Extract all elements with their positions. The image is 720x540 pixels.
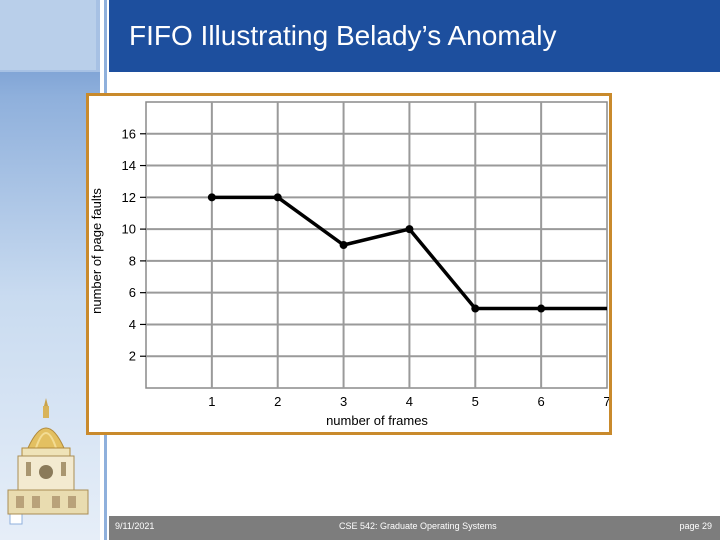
slide-footer: 9/11/2021 CSE 542: Graduate Operating Sy…: [109, 516, 720, 540]
data-point: [537, 304, 546, 313]
x-tick-label: 4: [406, 394, 413, 409]
data-point: [207, 193, 216, 202]
footer-date: 9/11/2021: [115, 521, 155, 531]
footer-page-number: page 29: [679, 521, 712, 531]
x-tick-label: 1: [208, 394, 215, 409]
sidebar-top-block: [0, 0, 100, 72]
y-tick-label: 16: [122, 126, 136, 141]
x-tick-label: 5: [472, 394, 479, 409]
y-tick-label: 10: [122, 222, 136, 237]
y-tick-label: 4: [129, 317, 136, 332]
y-tick-label: 12: [122, 190, 136, 205]
header-underline: [109, 72, 720, 74]
golden-dome-icon: [7, 398, 89, 525]
slide-title: FIFO Illustrating Belady’s Anomaly: [129, 20, 557, 51]
y-tick-label: 2: [129, 349, 136, 364]
y-axis-label: number of page faults: [89, 188, 104, 314]
y-tick-label: 6: [129, 285, 136, 300]
x-tick-label: 6: [538, 394, 545, 409]
data-point: [273, 193, 282, 202]
sidebar-top-inner: [0, 0, 96, 70]
x-tick-label: 3: [340, 394, 347, 409]
data-point: [405, 225, 414, 234]
x-axis-label: number of frames: [326, 413, 428, 428]
slide-header: FIFO Illustrating Belady’s Anomaly: [109, 0, 720, 72]
chart-frame: 2 4 6 8 10 12 14 16 1 2 3 4 5 6 7 number of frames numbe…: [86, 93, 612, 435]
y-tick-label: 14: [122, 158, 136, 173]
x-tick-label: 2: [274, 394, 281, 409]
plot-area: [145, 101, 608, 389]
x-tick-label: 7: [603, 394, 609, 409]
y-tick-label: 8: [129, 253, 136, 268]
data-point: [339, 241, 348, 249]
data-point: [471, 304, 480, 313]
footer-course-name: CSE 542: Graduate Operating Systems: [339, 521, 497, 531]
